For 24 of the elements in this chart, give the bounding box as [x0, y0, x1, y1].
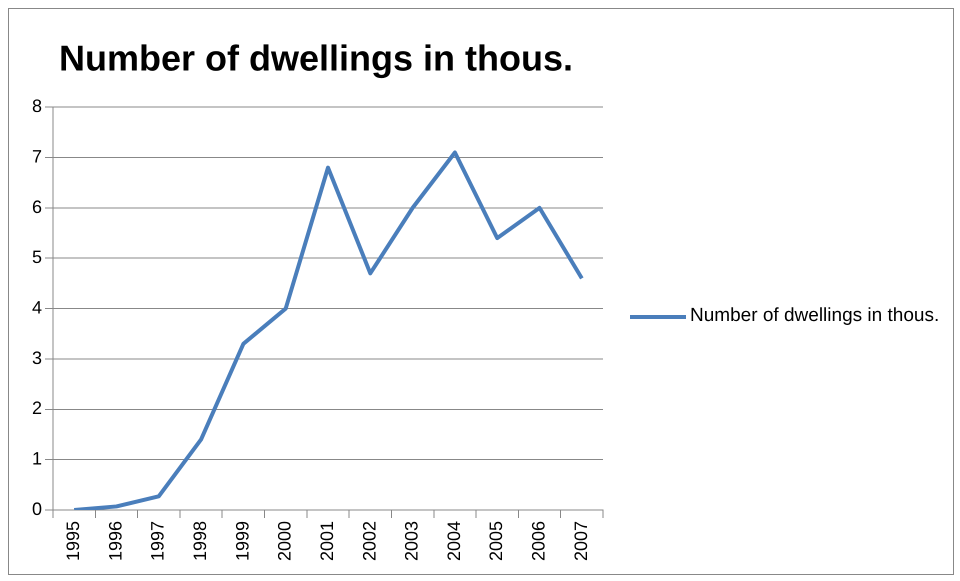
x-tick-label: 2003: [402, 520, 422, 562]
x-tick-label: 2001: [316, 520, 337, 562]
y-tick-label: 8: [32, 96, 42, 116]
x-tick-label: 2005: [486, 520, 506, 562]
y-tick-label: 4: [32, 298, 42, 318]
y-tick-label: 1: [32, 448, 42, 469]
x-tick-label: 2006: [528, 520, 549, 562]
y-tick-label: 0: [32, 498, 42, 519]
x-tick-label: 1996: [105, 520, 126, 562]
chart-title: Number of dwellings in thous.: [58, 38, 574, 79]
x-tick-label: 1995: [63, 520, 84, 562]
x-tick-label: 2000: [274, 520, 295, 562]
y-tick-label: 3: [32, 348, 42, 368]
x-tick-label: 2007: [570, 520, 591, 562]
x-tick-label: 1998: [190, 520, 210, 562]
y-tick-label: 6: [32, 196, 42, 217]
x-tick-label: 1999: [232, 520, 252, 562]
legend-label: Number of dwellings in thous.: [690, 305, 940, 327]
x-tick-label: 2004: [444, 520, 464, 562]
y-tick-label: 2: [32, 398, 42, 418]
x-tick-label: 1997: [148, 520, 168, 562]
x-tick-label: 2002: [359, 520, 380, 562]
y-tick-label: 5: [32, 247, 42, 268]
y-tick-label: 7: [32, 146, 42, 167]
